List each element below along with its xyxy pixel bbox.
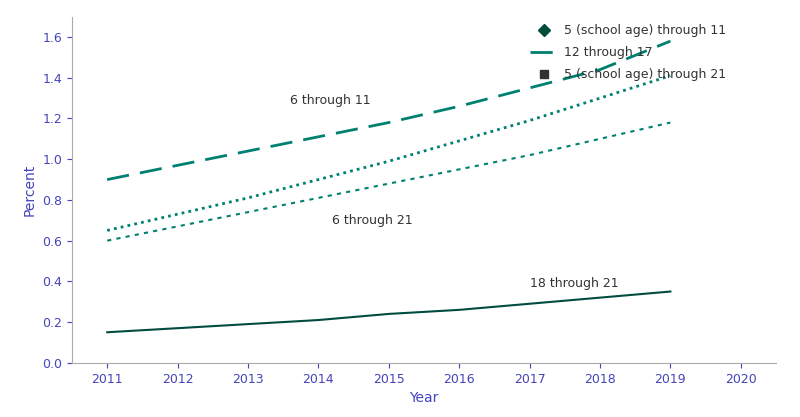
- Text: 6 through 21: 6 through 21: [333, 214, 413, 227]
- Text: 18 through 21: 18 through 21: [530, 277, 618, 291]
- Y-axis label: Percent: Percent: [22, 163, 37, 216]
- X-axis label: Year: Year: [410, 391, 438, 405]
- Text: 6 through 11: 6 through 11: [290, 94, 371, 107]
- Legend: 5 (school age) through 11, 12 through 17, 5 (school age) through 21: 5 (school age) through 11, 12 through 17…: [526, 20, 731, 86]
